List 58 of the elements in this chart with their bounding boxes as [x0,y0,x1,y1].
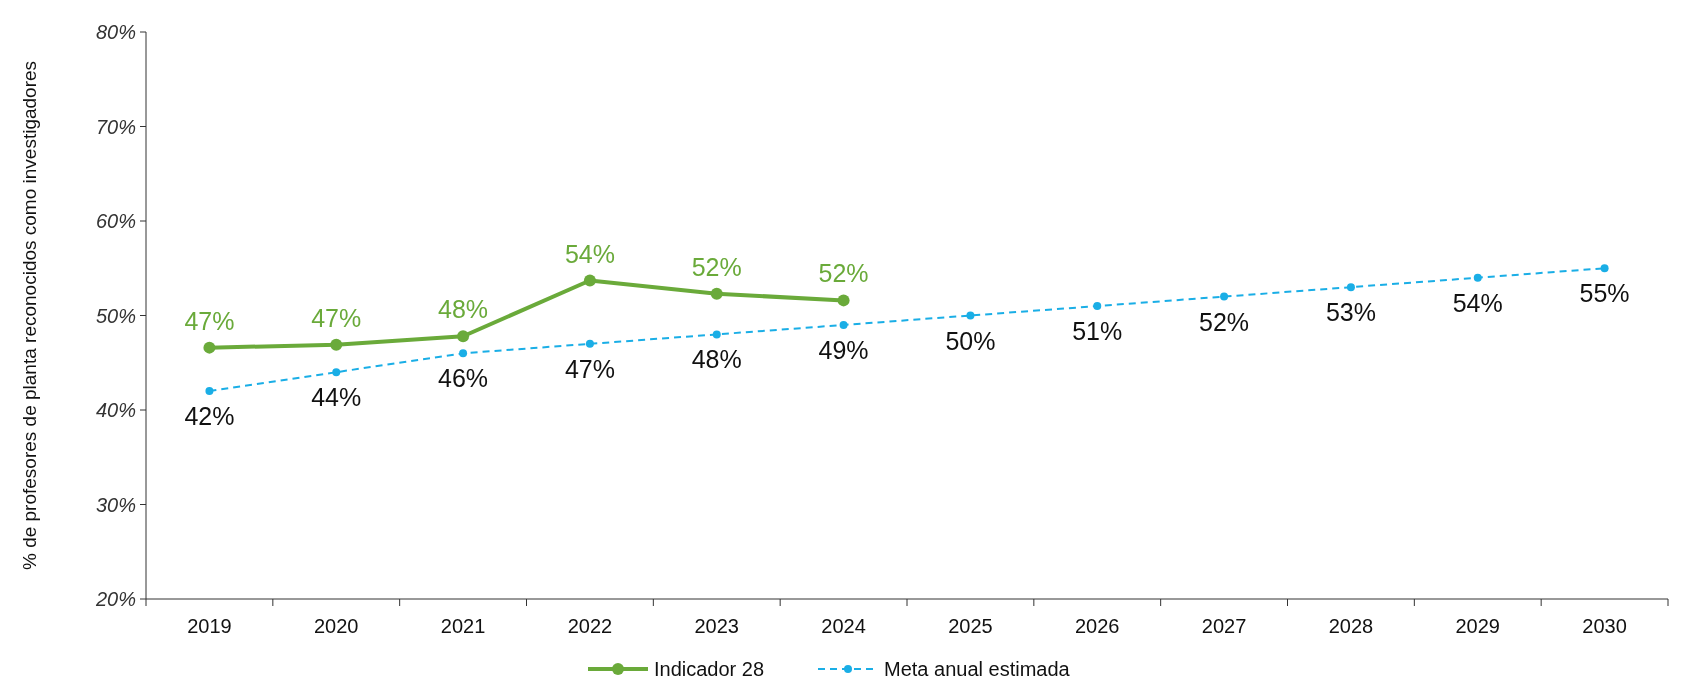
point [1346,283,1355,292]
y-tick-label: 30% [95,493,136,516]
point [966,311,975,320]
data-label: 50% [945,326,996,355]
data-label: 46% [438,364,489,393]
point [205,387,214,396]
point [1093,302,1102,311]
data-label: 49% [818,335,869,364]
y-tick-label: 70% [95,115,136,138]
point [330,338,343,351]
point [1600,264,1609,273]
data-label: 53% [1325,298,1376,327]
data-label: 51% [1072,317,1123,346]
data-label: 48% [438,295,489,324]
data-label: 52% [691,252,742,281]
point [710,287,723,300]
point [712,330,721,339]
data-label: 54% [1452,288,1503,317]
point [839,320,848,329]
x-tick-label: 2028 [1328,615,1374,637]
data-label: 47% [184,306,235,335]
x-tick-label: 2022 [567,615,613,637]
data-label: 48% [691,345,742,374]
x-tick-label: 2024 [821,615,866,637]
x-tick-label: 2026 [1075,615,1120,637]
x-tick-label: 2019 [187,615,232,637]
legend-label: Indicador 28 [654,658,765,680]
x-tick-label: 2023 [694,615,739,637]
y-tick-label: 20% [94,588,136,610]
x-tick-label: 2027 [1201,615,1247,637]
data-label: 52% [818,259,869,288]
legend-label: Meta anual estimada [884,658,1071,680]
x-tick-label: 2021 [440,615,486,637]
x-tick-label: 2020 [314,615,359,637]
point [459,349,468,358]
y-axis-title: % de profesores de planta reconocidos como investigadores [19,60,40,571]
data-label: 54% [564,239,615,268]
point [1220,292,1229,301]
x-tick-label: 2030 [1582,615,1627,637]
point [583,274,596,287]
point [457,330,470,343]
data-label: 47% [564,354,615,383]
x-tick-label: 2025 [948,615,993,637]
y-tick-label: 60% [95,210,136,232]
y-tick-label: 40% [95,399,136,421]
y-tick-label: 50% [95,304,136,327]
point [203,341,216,354]
data-label: 55% [1579,279,1630,308]
data-label: 42% [184,402,235,431]
point [332,368,341,377]
point [1473,273,1482,282]
y-tick-label: 80% [95,21,136,43]
data-label: 52% [1199,307,1250,336]
data-label: 47% [311,303,362,332]
x-tick-label: 2029 [1455,615,1500,637]
point [837,294,850,307]
data-label: 44% [311,383,362,412]
point [585,339,594,348]
